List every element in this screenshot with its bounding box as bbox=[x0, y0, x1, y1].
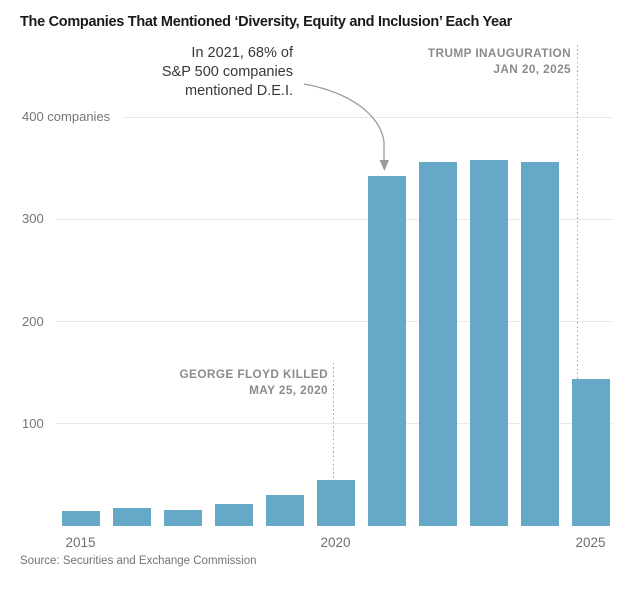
floyd-annotation-line1: GEORGE FLOYD KILLED bbox=[179, 367, 328, 381]
page-title: The Companies That Mentioned ‘Diversity,… bbox=[20, 14, 512, 30]
bar-2018 bbox=[214, 503, 253, 526]
dei-annotation-line1: In 2021, 68% of bbox=[191, 45, 293, 61]
dei-annotation-line2: S&P 500 companies bbox=[161, 64, 293, 80]
trump-annotation-line1: TRUMP INAUGURATION bbox=[427, 46, 571, 60]
trump-annotation-line2: JAN 20, 2025 bbox=[493, 61, 571, 76]
gridline-100 bbox=[22, 423, 613, 425]
bar-2019 bbox=[265, 495, 304, 526]
bar-2022 bbox=[418, 161, 457, 526]
x-axis-label-2015: 2015 bbox=[65, 535, 96, 550]
bar-2024 bbox=[520, 161, 559, 526]
trump-dotted-line bbox=[577, 45, 578, 379]
bar-2025 bbox=[571, 378, 610, 526]
bar-2017 bbox=[163, 509, 202, 526]
bar-2015 bbox=[61, 510, 100, 526]
bar-2020 bbox=[316, 479, 355, 526]
bar-2023 bbox=[469, 159, 508, 526]
dei-annotation-line3: mentioned D.E.I. bbox=[185, 83, 293, 99]
y-axis-label-400: 400 companies bbox=[22, 109, 123, 125]
y-axis-label-200: 200 bbox=[22, 313, 56, 330]
x-axis-label-2025: 2025 bbox=[575, 535, 606, 550]
george-floyd-annotation: GEORGE FLOYD KILLED MAY 25, 2020 bbox=[179, 367, 328, 398]
source-note: Source: Securities and Exchange Commissi… bbox=[20, 555, 257, 567]
gridline-300 bbox=[22, 218, 613, 220]
floyd-annotation-line2: MAY 25, 2020 bbox=[249, 382, 328, 397]
floyd-dotted-line bbox=[333, 363, 334, 480]
bar-2016 bbox=[112, 507, 151, 526]
bar-2021 bbox=[367, 176, 406, 526]
trump-inauguration-annotation: TRUMP INAUGURATION JAN 20, 2025 bbox=[428, 46, 571, 77]
gridline-200 bbox=[22, 321, 613, 322]
y-axis-label-300: 300 bbox=[22, 211, 56, 228]
dei-annotation: In 2021, 68% of S&P 500 companies mentio… bbox=[162, 44, 293, 101]
x-axis-label-2020: 2020 bbox=[320, 535, 351, 550]
y-axis-label-100: 100 bbox=[22, 415, 56, 432]
